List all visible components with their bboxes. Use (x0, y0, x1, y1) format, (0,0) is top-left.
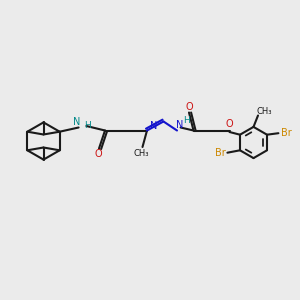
Text: CH₃: CH₃ (257, 107, 272, 116)
Text: H: H (183, 116, 189, 125)
Text: N: N (176, 120, 183, 130)
Text: O: O (94, 149, 102, 159)
Text: CH₃: CH₃ (133, 148, 149, 158)
Text: H: H (84, 122, 91, 130)
Text: O: O (226, 119, 233, 130)
Text: O: O (185, 102, 193, 112)
Text: N: N (73, 117, 80, 128)
Text: N: N (150, 121, 158, 131)
Text: Br: Br (280, 128, 291, 138)
Text: Br: Br (214, 148, 225, 158)
